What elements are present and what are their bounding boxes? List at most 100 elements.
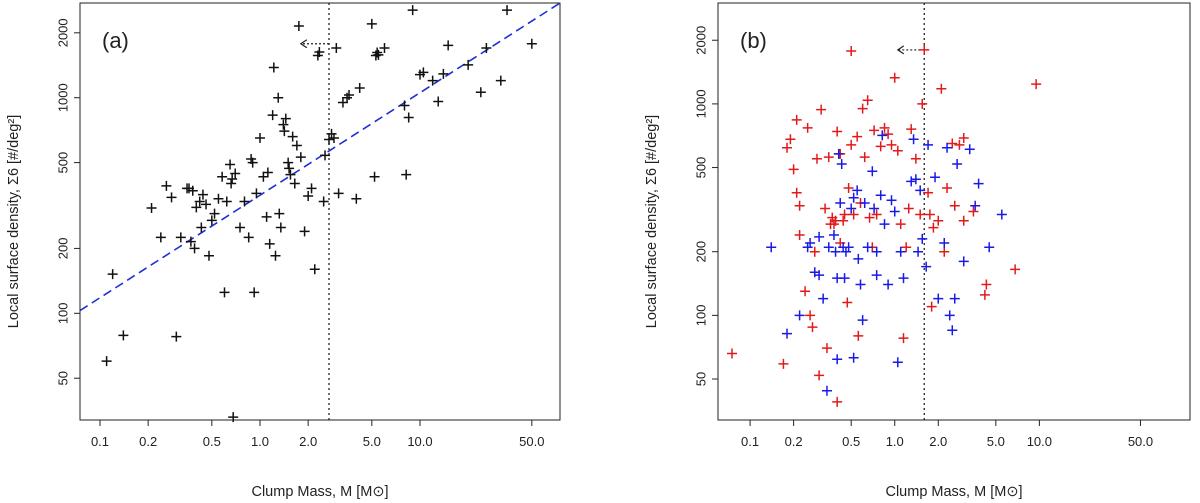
y-tick-label: 1000 xyxy=(55,83,70,112)
data-point xyxy=(379,43,390,54)
data-point xyxy=(289,178,300,189)
data-point xyxy=(903,203,914,214)
data-point xyxy=(898,333,909,344)
data-point xyxy=(1031,79,1042,90)
x-tick-label: 1.0 xyxy=(251,434,269,449)
data-point xyxy=(264,238,275,249)
data-point xyxy=(373,49,384,60)
data-point xyxy=(835,197,846,208)
data-point xyxy=(337,97,348,108)
data-point xyxy=(727,348,738,359)
data-point xyxy=(201,199,212,210)
data-point xyxy=(892,357,903,368)
data-point xyxy=(838,215,849,226)
data-point xyxy=(814,370,825,381)
data-point xyxy=(883,129,894,140)
data-point xyxy=(427,75,438,86)
data-point xyxy=(828,229,839,240)
data-point xyxy=(864,212,875,223)
x-tick-label: 5.0 xyxy=(987,434,1005,449)
data-point xyxy=(964,144,975,155)
data-point xyxy=(254,133,265,144)
data-point xyxy=(418,67,429,78)
data-point xyxy=(823,242,834,253)
data-point xyxy=(261,211,272,222)
data-point xyxy=(848,209,859,220)
data-point xyxy=(203,250,214,261)
data-point xyxy=(879,219,890,230)
data-point xyxy=(275,222,286,233)
chart-panel-b: 0.1 0.2 0.5 1.0 2.0 5.0 10.0 50.0 50 100 200 500 100… xyxy=(644,2,1191,500)
data-point xyxy=(443,40,454,51)
data-point xyxy=(923,187,934,198)
data-point xyxy=(171,331,182,342)
data-point xyxy=(970,200,981,211)
data-point xyxy=(814,231,825,242)
data-point xyxy=(846,45,857,56)
data-point xyxy=(805,237,816,248)
data-point xyxy=(194,196,205,207)
data-point xyxy=(930,172,941,183)
data-point xyxy=(239,196,250,207)
data-point xyxy=(306,183,317,194)
data-point xyxy=(187,185,198,196)
data-point xyxy=(309,264,320,275)
data-point xyxy=(832,354,843,365)
data-point xyxy=(910,153,921,164)
data-point xyxy=(933,293,944,304)
data-point xyxy=(401,169,412,180)
data-point xyxy=(794,200,805,211)
plot-frame xyxy=(79,2,561,421)
data-point xyxy=(175,232,186,243)
data-point xyxy=(283,157,294,168)
y-tick-label: 2000 xyxy=(693,26,708,55)
data-point xyxy=(814,270,825,281)
data-point xyxy=(481,43,492,54)
data-point xyxy=(942,183,953,194)
data-point xyxy=(908,134,919,145)
data-point xyxy=(968,206,979,217)
data-point xyxy=(869,125,880,136)
data-point xyxy=(848,192,859,203)
data-point xyxy=(285,169,296,180)
data-point xyxy=(196,222,207,233)
data-point xyxy=(924,209,935,220)
data-point xyxy=(889,72,900,83)
data-point xyxy=(262,167,273,178)
data-point xyxy=(821,343,832,354)
data-point xyxy=(219,287,230,298)
data-point xyxy=(830,246,841,257)
data-point xyxy=(958,256,969,267)
data-point xyxy=(853,330,864,341)
data-point xyxy=(842,297,853,308)
data-point xyxy=(833,148,844,159)
data-point xyxy=(287,131,298,142)
y-tick-label: 100 xyxy=(55,302,70,324)
data-point xyxy=(794,229,805,240)
data-point xyxy=(274,208,285,219)
plot-frame xyxy=(717,2,1191,421)
data-point xyxy=(996,209,1007,220)
data-point xyxy=(800,286,811,297)
data-point xyxy=(913,246,924,257)
data-point xyxy=(280,113,291,124)
data-point xyxy=(939,237,950,248)
y-tick-label: 200 xyxy=(55,238,70,260)
data-point xyxy=(859,152,870,163)
data-point xyxy=(331,43,342,54)
data-point xyxy=(895,246,906,257)
data-point xyxy=(892,145,903,156)
data-point xyxy=(954,139,965,150)
data-point xyxy=(502,5,513,16)
data-point xyxy=(836,158,847,169)
data-point xyxy=(197,189,208,200)
data-point xyxy=(366,18,377,29)
data-point xyxy=(843,242,854,253)
data-point xyxy=(333,188,344,199)
x-axis-title: Clump Mass, M [M⊙] xyxy=(251,484,388,500)
data-point xyxy=(869,203,880,214)
data-point xyxy=(855,279,866,290)
data-point xyxy=(958,215,969,226)
data-point xyxy=(802,242,813,253)
